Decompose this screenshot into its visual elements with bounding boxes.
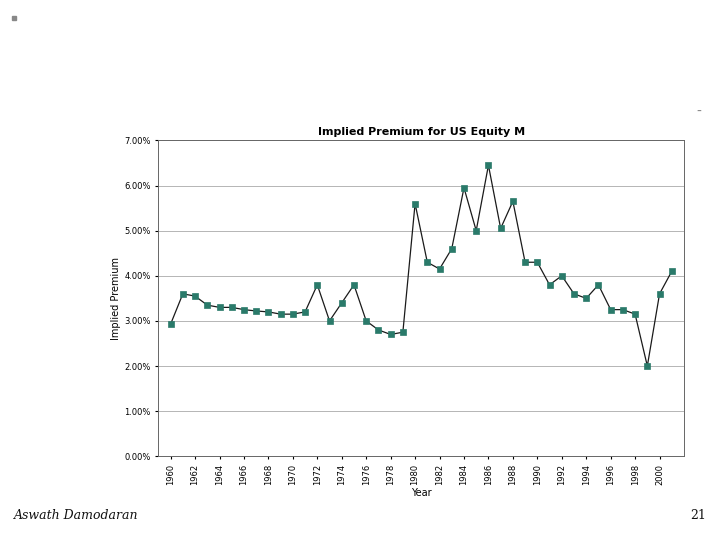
Y-axis label: Implied Premium: Implied Premium bbox=[112, 257, 122, 340]
Text: Aswath Damodaran: Aswath Damodaran bbox=[14, 509, 139, 522]
Title: Implied Premium for US Equity M: Implied Premium for US Equity M bbox=[318, 127, 525, 137]
X-axis label: Year: Year bbox=[411, 488, 431, 498]
Text: 21: 21 bbox=[690, 509, 706, 522]
Text: -: - bbox=[696, 105, 701, 119]
